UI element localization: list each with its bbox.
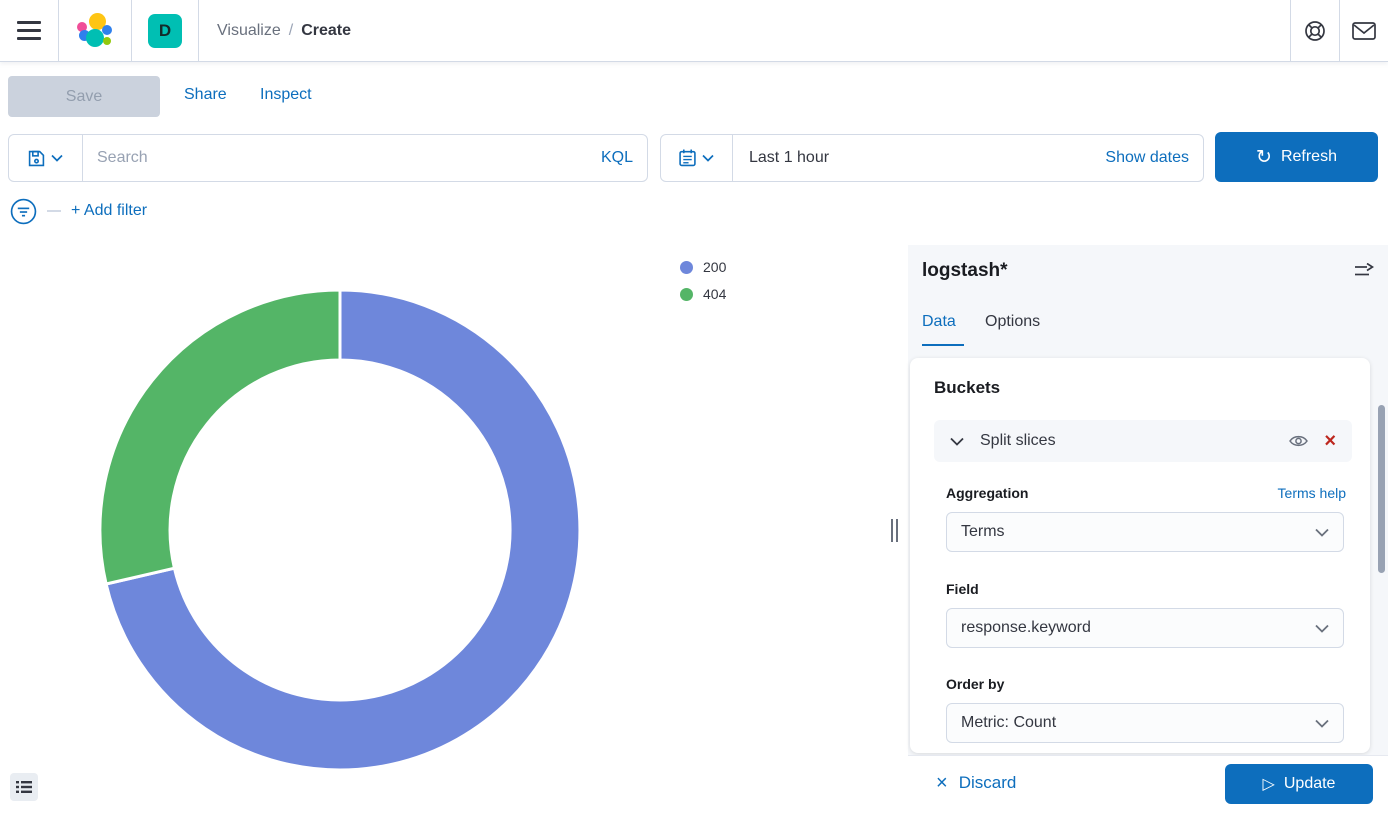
space-switcher[interactable]: D: [132, 0, 198, 61]
filter-bar-dash: [47, 210, 61, 212]
legend-item-200[interactable]: 200: [680, 259, 726, 275]
legend-dot-icon: [680, 260, 693, 274]
panel-resizer-handle[interactable]: [891, 519, 898, 542]
active-tab-underline: [922, 344, 964, 346]
mail-icon: [1352, 21, 1376, 40]
donut-chart: [98, 288, 582, 772]
chevron-down-icon: [51, 154, 63, 162]
breadcrumb-separator: /: [288, 21, 294, 39]
add-filter-button[interactable]: + Add filter: [71, 202, 148, 219]
legend-dot-icon: [680, 287, 693, 301]
update-label: Update: [1283, 775, 1336, 792]
collapse-panel-button[interactable]: [1354, 262, 1375, 282]
bucket-name: Split slices: [980, 432, 1056, 449]
show-dates-button[interactable]: Show dates: [1105, 149, 1189, 166]
query-language-button[interactable]: KQL: [600, 149, 633, 166]
remove-bucket-button[interactable]: ×: [1324, 431, 1336, 451]
inspect-button[interactable]: Inspect: [260, 86, 312, 103]
elastic-logo-icon: [77, 12, 113, 49]
tab-data[interactable]: Data: [922, 313, 956, 330]
hamburger-menu-icon[interactable]: [0, 0, 58, 61]
help-lifering-icon: [1305, 20, 1325, 41]
time-range-value[interactable]: Last 1 hour: [749, 149, 830, 166]
close-icon: ×: [936, 772, 948, 794]
app-header: D Visualize / Create: [0, 0, 1388, 62]
saved-query-menu-button[interactable]: [9, 135, 83, 181]
terms-help-link[interactable]: Terms help: [1277, 485, 1346, 501]
calendar-icon: [679, 149, 696, 167]
chevron-down-icon: [1315, 624, 1329, 633]
chevron-down-icon: [1315, 528, 1329, 537]
time-picker: Last 1 hour Show dates: [660, 134, 1204, 182]
chart-legend: 200 404: [680, 259, 726, 302]
field-label: Field: [946, 581, 979, 597]
editor-footer: × Discard ▷ Update: [908, 755, 1388, 815]
refresh-button[interactable]: ↻ Refresh: [1215, 132, 1378, 182]
elastic-logo[interactable]: [59, 0, 131, 61]
tab-options[interactable]: Options: [985, 313, 1041, 330]
header-divider: [1339, 0, 1340, 61]
panel-scrollbar-thumb[interactable]: [1378, 405, 1385, 573]
donut-slice-404[interactable]: [98, 288, 342, 586]
legend-item-404[interactable]: 404: [680, 286, 726, 302]
chevron-down-icon: [702, 154, 714, 162]
list-icon: [16, 781, 32, 793]
refresh-icon: ↻: [1256, 146, 1272, 168]
visualization-pane: 200 404: [0, 245, 908, 815]
breadcrumb-create: Create: [301, 21, 352, 39]
space-badge[interactable]: D: [148, 13, 182, 48]
search-input[interactable]: [83, 135, 601, 181]
order-by-select[interactable]: Metric: Count: [946, 703, 1344, 743]
order-by-label: Order by: [946, 676, 1005, 692]
buckets-heading: Buckets: [934, 378, 1001, 397]
legend-label: 404: [703, 286, 727, 302]
header-divider: [1290, 0, 1291, 61]
legend-toggle-button[interactable]: [10, 773, 38, 801]
close-icon: ×: [1324, 430, 1336, 452]
help-button[interactable]: [1291, 0, 1339, 61]
index-pattern-title: logstash*: [922, 260, 1008, 281]
save-query-floppy-icon: [28, 150, 45, 166]
order-by-value: Metric: Count: [961, 714, 1057, 731]
donut-slice-200[interactable]: [104, 288, 582, 772]
breadcrumb: Visualize / Create: [199, 0, 1290, 61]
legend-label: 200: [703, 259, 727, 275]
collapse-right-icon: [1355, 262, 1375, 276]
field-select[interactable]: response.keyword: [946, 608, 1344, 648]
query-bar: KQL: [8, 134, 648, 182]
visualization-editor-panel: logstash* Data Options Buckets Split sli…: [908, 245, 1388, 815]
header-divider: [131, 0, 132, 61]
time-picker-quick-menu-button[interactable]: [661, 135, 733, 181]
field-value: response.keyword: [961, 619, 1091, 636]
discard-button[interactable]: × Discard: [936, 773, 1016, 793]
save-button[interactable]: Save: [8, 76, 160, 117]
filter-options-icon[interactable]: [10, 198, 37, 225]
eye-icon: [1289, 435, 1309, 447]
aggregation-label: Aggregation: [946, 485, 1029, 501]
share-button[interactable]: Share: [184, 86, 227, 103]
split-slices-row[interactable]: Split slices ×: [934, 420, 1352, 462]
toggle-visibility-button[interactable]: [1289, 434, 1309, 448]
play-icon: ▷: [1262, 776, 1275, 793]
chevron-down-icon: [1315, 719, 1329, 728]
update-button[interactable]: ▷ Update: [1225, 764, 1373, 804]
breadcrumb-visualize[interactable]: Visualize: [217, 21, 281, 39]
filter-bar: + Add filter: [10, 197, 147, 225]
buckets-card: Buckets Split slices × Aggregation Terms: [910, 358, 1370, 753]
newsfeed-button[interactable]: [1340, 0, 1388, 61]
aggregation-value: Terms: [961, 523, 1005, 540]
header-divider: [198, 0, 199, 61]
discard-label: Discard: [958, 773, 1017, 792]
header-divider: [58, 0, 59, 61]
chevron-down-icon: [950, 437, 964, 446]
refresh-button-label: Refresh: [1280, 148, 1337, 165]
aggregation-select[interactable]: Terms: [946, 512, 1344, 552]
